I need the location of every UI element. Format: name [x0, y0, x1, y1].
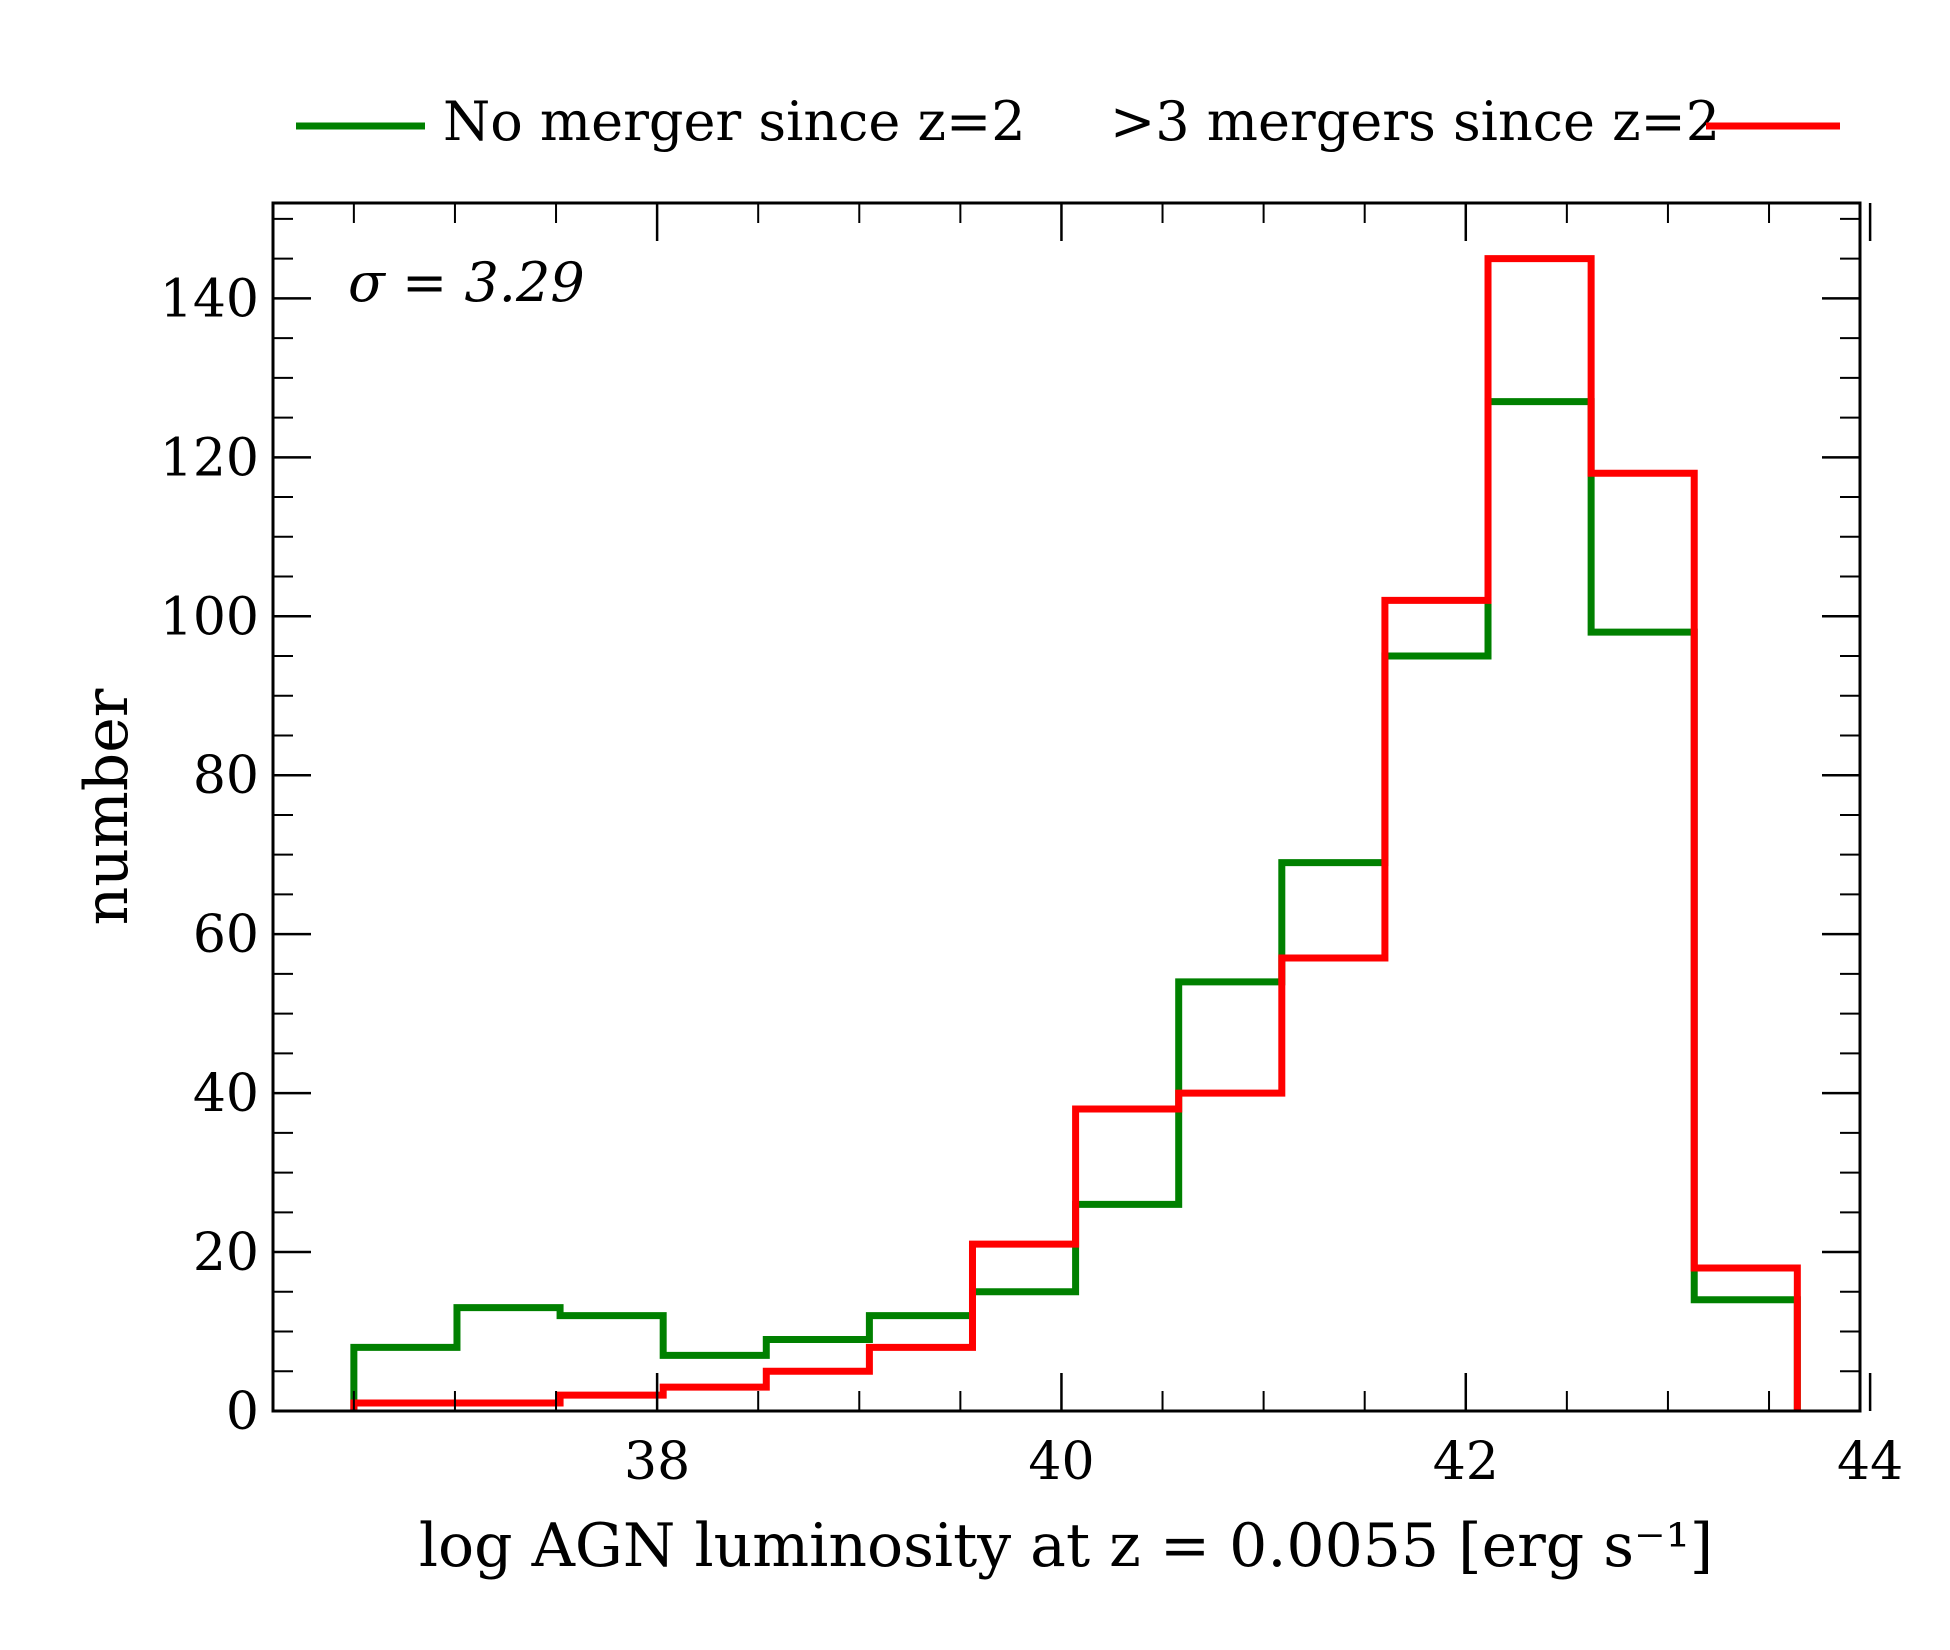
legend-label-no-merger: No merger since z=2	[443, 90, 1026, 153]
x-tick-label: 38	[624, 1432, 690, 1492]
tick-layer: 38 40 42 44 0 20 40 60 80 100 120 140	[160, 203, 1903, 1492]
legend: No merger since z=2 >3 mergers since z=2	[296, 90, 1840, 153]
sigma-annotation: σ = 3.29	[348, 251, 585, 314]
legend-label-mergers: >3 mergers since z=2	[1110, 90, 1720, 153]
series-step-line-1	[350, 255, 1801, 1411]
y-tick-label: 20	[193, 1223, 259, 1283]
y-tick-label: 140	[160, 269, 259, 329]
y-tick-label: 0	[226, 1382, 259, 1442]
plot-frame	[271, 201, 1862, 1413]
series-layer	[350, 255, 1801, 1411]
x-tick-label: 44	[1837, 1432, 1903, 1492]
y-tick-label: 100	[160, 587, 259, 647]
y-axis-label: number	[72, 688, 142, 925]
y-tick-label: 60	[193, 905, 259, 965]
series-step-line-0	[350, 398, 1801, 1411]
y-tick-label: 40	[193, 1064, 259, 1124]
x-axis-label: log AGN luminosity at z = 0.0055 [erg s⁻…	[419, 1511, 1713, 1581]
x-tick-label: 40	[1028, 1432, 1094, 1492]
x-tick-label: 42	[1433, 1432, 1499, 1492]
y-tick-label: 80	[193, 746, 259, 806]
y-tick-label: 120	[160, 428, 259, 488]
